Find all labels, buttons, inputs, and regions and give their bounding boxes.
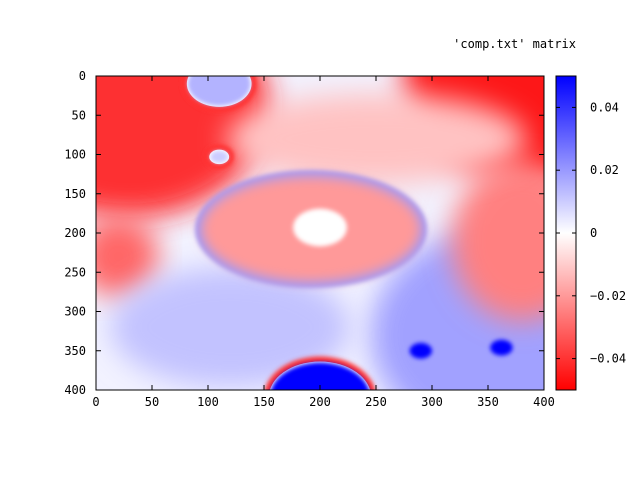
heatmap-region [96, 76, 270, 218]
heatmap-circle [270, 362, 370, 390]
x-tick-label: 350 [477, 395, 499, 409]
y-tick-label: 0 [79, 69, 86, 83]
heatmap-circle [490, 339, 513, 356]
heatmap-region [96, 216, 159, 297]
heatmap-region [110, 267, 351, 388]
y-tick-label: 100 [64, 148, 86, 162]
colorbar-tick-label: −0.02 [590, 289, 626, 303]
heatmap-circle [409, 342, 432, 359]
chart-title: 'comp.txt' matrix [453, 37, 576, 51]
x-tick-label: 400 [533, 395, 555, 409]
y-tick-label: 250 [64, 265, 86, 279]
x-tick-label: 50 [145, 395, 159, 409]
colorbar-tick-label: −0.04 [590, 352, 626, 366]
colorbar-tick-label: 0.02 [590, 163, 619, 177]
y-tick-label: 150 [64, 187, 86, 201]
colorbar-tick-label: 0 [590, 226, 597, 240]
y-tick-label: 50 [72, 108, 86, 122]
heatmap-circle [187, 76, 251, 106]
y-tick-label: 300 [64, 305, 86, 319]
axes: 0 50 100 150 200 250 300 350 400 0 50 100 150 200 250 3… [64, 69, 555, 409]
plot-area [96, 76, 544, 390]
heatmap-circle [293, 208, 347, 247]
y-tick-label: 200 [64, 226, 86, 240]
x-tick-label: 150 [253, 395, 275, 409]
y-tick-label: 350 [64, 344, 86, 358]
heatmap-circle [210, 150, 229, 164]
heatmap-cells [96, 76, 544, 390]
heatmap-region [451, 160, 544, 321]
x-tick-label: 100 [197, 395, 219, 409]
x-tick-label: 200 [309, 395, 331, 409]
x-tick-label: 300 [421, 395, 443, 409]
x-tick-label: 250 [365, 395, 387, 409]
heatmap-region [226, 93, 526, 184]
colorbar-tick-label: 0.04 [590, 100, 619, 114]
colorbar: 0.04 0.02 0 −0.02 −0.04 [555, 75, 626, 391]
y-tick-label: 400 [64, 383, 86, 397]
x-tick-label: 0 [92, 395, 99, 409]
